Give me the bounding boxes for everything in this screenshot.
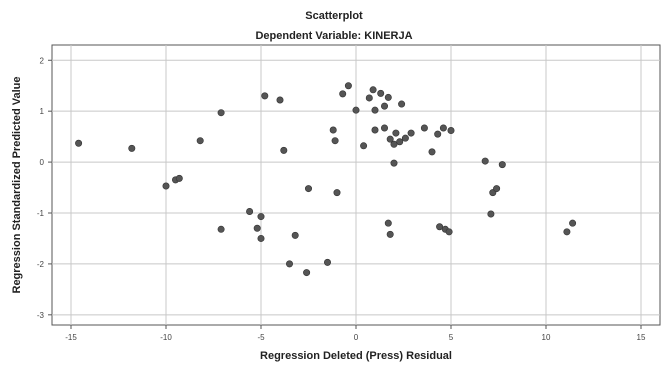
data-point xyxy=(420,124,428,132)
data-point xyxy=(352,106,360,114)
data-point xyxy=(377,89,385,97)
data-point xyxy=(380,124,388,132)
data-point xyxy=(280,146,288,154)
y-tick-label: -3 xyxy=(37,311,45,320)
data-point xyxy=(261,92,269,100)
data-point xyxy=(217,109,225,117)
data-point xyxy=(498,161,506,169)
data-point xyxy=(217,225,225,233)
data-point xyxy=(291,231,299,239)
y-tick-label: 0 xyxy=(40,158,45,167)
data-point xyxy=(380,102,388,110)
y-tick-label: -1 xyxy=(37,209,45,218)
data-point xyxy=(323,258,331,266)
data-point xyxy=(329,126,337,134)
data-point xyxy=(339,90,347,98)
data-point xyxy=(487,210,495,218)
data-point xyxy=(371,126,379,134)
data-point xyxy=(285,260,293,268)
data-point xyxy=(493,185,501,193)
x-tick-label: 15 xyxy=(637,333,646,342)
data-point xyxy=(276,96,284,104)
data-point xyxy=(253,224,261,232)
x-axis-label: Regression Deleted (Press) Residual xyxy=(260,350,452,362)
data-point xyxy=(257,213,265,221)
data-point xyxy=(196,137,204,145)
chart-subtitle: Dependent Variable: KINERJA xyxy=(255,30,413,42)
x-tick-label: 5 xyxy=(449,333,454,342)
data-point xyxy=(344,82,352,90)
data-point xyxy=(369,86,377,94)
data-point xyxy=(175,174,183,182)
data-point xyxy=(257,234,265,242)
data-point xyxy=(481,157,489,165)
data-point xyxy=(447,127,455,135)
data-point xyxy=(304,185,312,193)
chart-title: Scatterplot xyxy=(305,10,363,22)
y-tick-label: 2 xyxy=(40,56,45,65)
x-tick-label: -5 xyxy=(257,333,265,342)
data-point xyxy=(428,148,436,156)
data-point xyxy=(569,219,577,227)
data-point xyxy=(392,129,400,137)
data-point xyxy=(390,140,398,148)
data-point xyxy=(384,219,392,227)
data-point xyxy=(360,142,368,150)
data-point xyxy=(436,223,444,231)
data-point xyxy=(333,189,341,197)
y-tick-label: 1 xyxy=(40,107,45,116)
data-point xyxy=(398,100,406,108)
data-point xyxy=(396,138,404,146)
data-point xyxy=(386,230,394,238)
data-point xyxy=(371,106,379,114)
x-tick-label: 10 xyxy=(542,333,551,342)
data-point xyxy=(303,269,311,277)
data-point xyxy=(390,159,398,167)
data-point xyxy=(434,130,442,138)
y-tick-label: -2 xyxy=(37,260,45,269)
data-point xyxy=(384,93,392,101)
data-point xyxy=(563,228,571,236)
data-point xyxy=(445,228,453,236)
x-tick-label: 0 xyxy=(354,333,359,342)
data-point xyxy=(386,135,394,143)
data-point xyxy=(331,137,339,145)
data-point xyxy=(365,94,373,102)
data-point xyxy=(246,207,254,215)
data-point xyxy=(75,139,83,147)
x-tick-label: -10 xyxy=(160,333,172,342)
y-axis-label: Regression Standardized Predicted Value xyxy=(11,76,23,293)
data-point xyxy=(407,129,415,137)
x-tick-label: -15 xyxy=(65,333,77,342)
data-point xyxy=(128,144,136,152)
data-point xyxy=(439,124,447,132)
data-point xyxy=(162,182,170,190)
data-point xyxy=(401,134,409,142)
